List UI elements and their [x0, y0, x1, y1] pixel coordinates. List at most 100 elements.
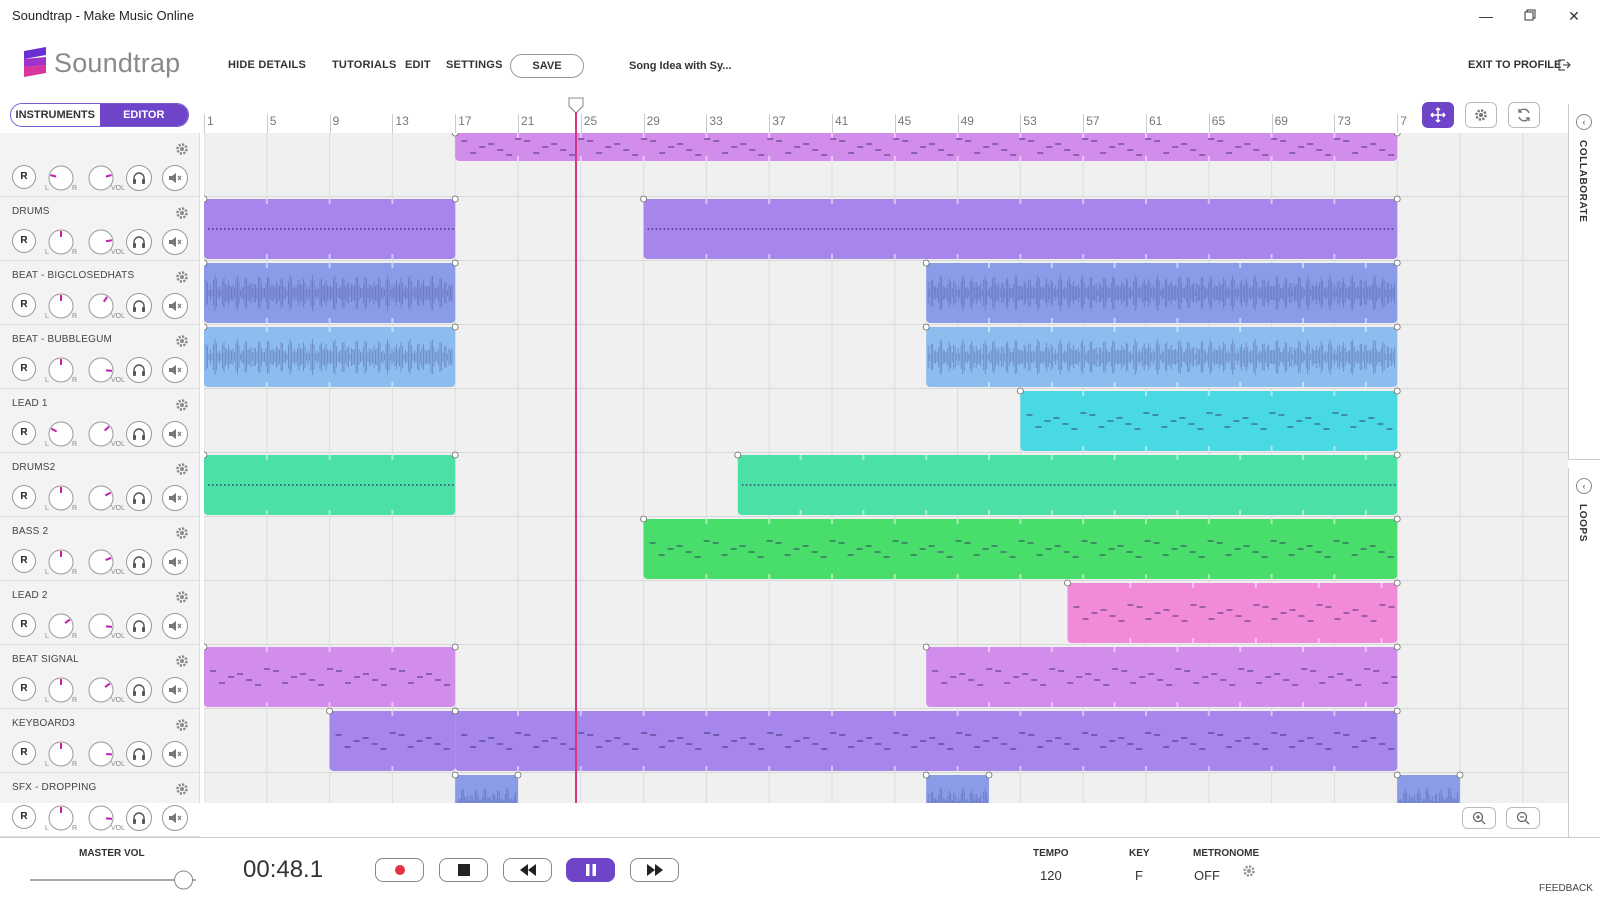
mute-button[interactable]: [162, 165, 188, 191]
minimize-icon[interactable]: —: [1479, 8, 1493, 24]
rewind-button[interactable]: [503, 858, 552, 882]
collaborate-panel[interactable]: ‹ COLLABORATE: [1568, 104, 1600, 460]
mute-button[interactable]: [162, 549, 188, 575]
chevron-left-icon[interactable]: ‹: [1576, 114, 1592, 130]
pan-knob[interactable]: [48, 741, 74, 767]
track-name[interactable]: LEAD 2: [12, 590, 48, 601]
track-header[interactable]: KEYBOARD3 R L R VOL: [0, 709, 200, 773]
pan-knob[interactable]: [48, 421, 74, 447]
gear-icon[interactable]: [174, 205, 190, 221]
exit-to-profile-button[interactable]: EXIT TO PROFILE: [1468, 59, 1562, 71]
record-arm-button[interactable]: R: [12, 229, 36, 253]
record-arm-button[interactable]: R: [12, 805, 36, 829]
pan-knob[interactable]: [48, 613, 74, 639]
solo-button[interactable]: [126, 293, 152, 319]
track-name[interactable]: BEAT - BIGCLOSEDHATS: [12, 270, 135, 281]
track-name[interactable]: BEAT - BUBBLEGUM: [12, 334, 113, 345]
audio-region[interactable]: [922, 643, 1401, 707]
pan-knob[interactable]: [48, 549, 74, 575]
timeline-ruler[interactable]: 1 5 9 13 17 21 25 29 33 37 41 45 49 53 57 61 65 69 73 7: [204, 104, 1407, 134]
audio-region[interactable]: [922, 259, 1401, 323]
audio-region[interactable]: [451, 707, 1401, 771]
mute-button[interactable]: [162, 293, 188, 319]
record-arm-button[interactable]: R: [12, 421, 36, 445]
feedback-link[interactable]: FEEDBACK: [1539, 883, 1593, 894]
track-name[interactable]: DRUMS: [12, 206, 50, 217]
gear-icon[interactable]: [174, 141, 190, 157]
soundtrap-logo[interactable]: Soundtrap: [20, 46, 180, 80]
volume-knob[interactable]: [88, 805, 114, 831]
track-header[interactable]: DRUMS2 R L R VOL: [0, 453, 200, 517]
arrangement-canvas[interactable]: [204, 133, 1568, 803]
save-button[interactable]: SAVE: [510, 54, 584, 78]
instruments-tab[interactable]: INSTRUMENTS: [11, 104, 100, 126]
gear-icon[interactable]: [174, 269, 190, 285]
track-header[interactable]: BEAT SIGNAL R L R VOL: [0, 645, 200, 709]
chevron-left-icon[interactable]: ‹: [1576, 478, 1592, 494]
audio-region[interactable]: [204, 195, 459, 259]
record-arm-button[interactable]: R: [12, 165, 36, 189]
record-arm-button[interactable]: R: [12, 293, 36, 317]
audio-region[interactable]: [922, 323, 1401, 387]
edit-menu[interactable]: EDIT: [405, 59, 431, 71]
gear-icon[interactable]: [174, 333, 190, 349]
solo-button[interactable]: [126, 421, 152, 447]
mute-button[interactable]: [162, 805, 188, 831]
close-icon[interactable]: ✕: [1568, 8, 1580, 24]
volume-knob[interactable]: [88, 677, 114, 703]
zoom-out-button[interactable]: [1506, 807, 1540, 829]
track-name[interactable]: SFX - DROPPING: [12, 782, 97, 793]
track-header[interactable]: SFX - DROPPING R L R VOL: [0, 773, 200, 837]
arrangement-area[interactable]: [204, 133, 1568, 803]
track-header[interactable]: DRUMS R L R VOL: [0, 197, 200, 261]
key-value[interactable]: F: [1135, 868, 1143, 883]
audio-region[interactable]: [451, 771, 522, 803]
audio-region[interactable]: [451, 133, 1401, 161]
gear-icon[interactable]: [174, 781, 190, 797]
metronome-value[interactable]: OFF: [1194, 868, 1220, 883]
song-title[interactable]: Song Idea with Sy...: [629, 60, 732, 72]
hide-details-button[interactable]: HIDE DETAILS: [228, 59, 306, 71]
solo-button[interactable]: [126, 357, 152, 383]
gear-icon[interactable]: [174, 397, 190, 413]
audio-region[interactable]: [204, 323, 459, 387]
volume-knob[interactable]: [88, 485, 114, 511]
zoom-in-button[interactable]: [1462, 807, 1496, 829]
track-header[interactable]: BEAT - BUBBLEGUM R L R VOL: [0, 325, 200, 389]
solo-button[interactable]: [126, 613, 152, 639]
mute-button[interactable]: [162, 677, 188, 703]
solo-button[interactable]: [126, 677, 152, 703]
gear-icon[interactable]: [174, 461, 190, 477]
pause-button[interactable]: [566, 858, 615, 882]
audio-region[interactable]: [1393, 771, 1464, 803]
pan-knob[interactable]: [48, 229, 74, 255]
audio-region[interactable]: [326, 707, 459, 771]
record-arm-button[interactable]: R: [12, 613, 36, 637]
track-header[interactable]: LEAD 1 R L R VOL: [0, 389, 200, 453]
volume-knob[interactable]: [88, 549, 114, 575]
mute-button[interactable]: [162, 613, 188, 639]
master-volume-slider[interactable]: [30, 868, 196, 892]
mute-button[interactable]: [162, 485, 188, 511]
solo-button[interactable]: [126, 485, 152, 511]
track-settings-button[interactable]: [1465, 102, 1497, 128]
tutorials-button[interactable]: TUTORIALS: [332, 59, 397, 71]
pan-knob[interactable]: [48, 805, 74, 831]
record-arm-button[interactable]: R: [12, 677, 36, 701]
audio-region[interactable]: [204, 451, 459, 515]
loops-panel[interactable]: ‹ LOOPS: [1568, 468, 1600, 900]
audio-region[interactable]: [1064, 579, 1401, 643]
volume-knob[interactable]: [88, 613, 114, 639]
editor-tab[interactable]: EDITOR: [99, 104, 188, 126]
volume-knob[interactable]: [88, 293, 114, 319]
pan-knob[interactable]: [48, 485, 74, 511]
volume-knob[interactable]: [88, 229, 114, 255]
gear-icon[interactable]: [174, 589, 190, 605]
volume-knob[interactable]: [88, 165, 114, 191]
snap-tool-button[interactable]: [1422, 102, 1454, 128]
track-header[interactable]: LEAD 2 R L R VOL: [0, 581, 200, 645]
audio-region[interactable]: [1017, 387, 1401, 451]
pan-knob[interactable]: [48, 357, 74, 383]
track-header[interactable]: R L R VOL: [0, 133, 200, 197]
audio-region[interactable]: [640, 515, 1401, 579]
